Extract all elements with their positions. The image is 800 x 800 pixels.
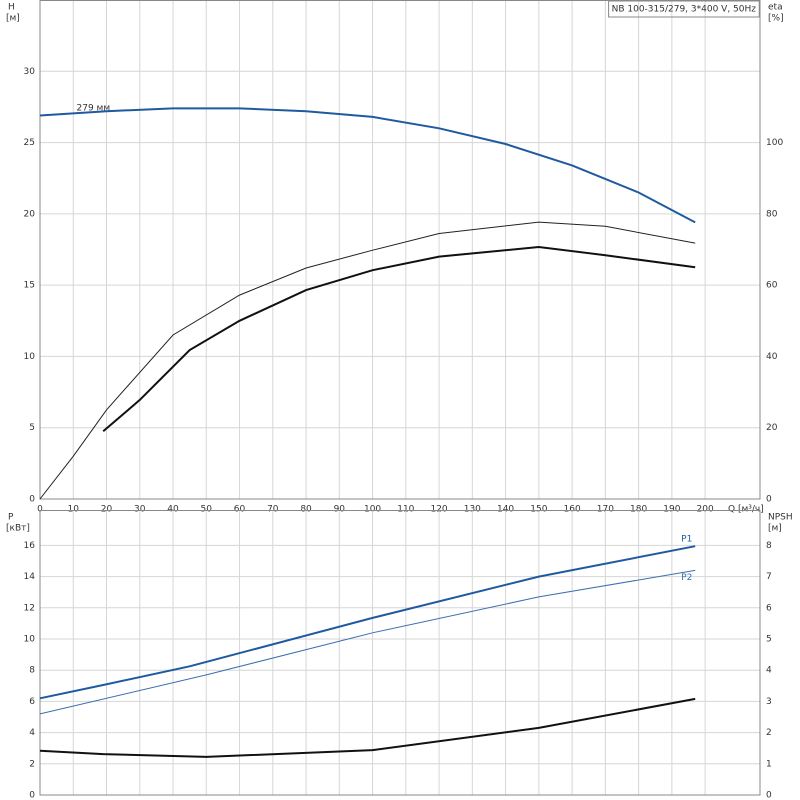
y-tick-label: 0: [29, 791, 35, 800]
x-tick-label: 160: [564, 505, 581, 515]
curve: [39, 107, 696, 224]
y-tick-label: 25: [24, 138, 35, 148]
x-tick-label: 200: [697, 505, 714, 515]
x-tick-label: 70: [267, 505, 279, 515]
y2-axis-label: eta: [768, 3, 783, 13]
series-label: P2: [681, 573, 692, 583]
x-tick-label: 60: [234, 505, 246, 515]
y-tick-label: 10: [24, 635, 36, 645]
x-tick-label: 30: [134, 505, 146, 515]
y2-tick-label: 40: [766, 352, 778, 362]
y2-tick-label: 5: [766, 635, 772, 645]
x-tick-label: 80: [300, 505, 312, 515]
y-axis-unit: [м]: [6, 14, 20, 24]
chart-title: NB 100-315/279, 3*400 V, 50Hz: [612, 5, 757, 15]
title-box: [608, 0, 760, 18]
x-tick-label: 110: [397, 505, 414, 515]
y2-tick-label: 100: [766, 138, 783, 148]
x-tick-label: 20: [101, 505, 113, 515]
y2-tick-label: 80: [766, 209, 778, 219]
x-tick-label: 90: [334, 505, 346, 515]
y2-tick-label: 20: [766, 423, 778, 433]
x-tick-label: 0: [37, 505, 43, 515]
y2-axis-unit: [м]: [768, 524, 782, 534]
y2-tick-label: 0: [766, 791, 772, 800]
x-axis-label: Q [м³/ч]: [728, 505, 764, 515]
curve: [39, 569, 696, 715]
y-tick-label: 15: [24, 281, 35, 291]
curve: [102, 245, 696, 433]
x-tick-label: 150: [530, 505, 547, 515]
y2-tick-label: 3: [766, 697, 772, 707]
y2-tick-label: 7: [766, 572, 772, 582]
y2-axis-unit: [%]: [768, 14, 784, 24]
y-tick-label: 16: [24, 541, 36, 551]
y-tick-label: 14: [24, 572, 36, 582]
plot-frame: [39, 0, 761, 500]
x-tick-label: 40: [167, 505, 179, 515]
y-tick-label: 30: [24, 67, 36, 77]
y2-tick-label: 0: [766, 495, 772, 505]
curve: [39, 221, 696, 500]
y2-tick-label: 60: [766, 281, 778, 291]
y-tick-label: 4: [29, 728, 35, 738]
y-tick-label: 5: [29, 423, 35, 433]
y-tick-label: 10: [24, 352, 36, 362]
y-tick-label: 6: [29, 697, 35, 707]
y2-tick-label: 2: [766, 728, 772, 738]
y2-tick-label: 6: [766, 603, 772, 613]
y-axis-label: P: [8, 513, 14, 523]
annotation: 279 мм: [77, 104, 111, 114]
y-tick-label: 0: [29, 495, 35, 505]
x-tick-label: 10: [68, 505, 80, 515]
x-tick-label: 50: [201, 505, 213, 515]
y-tick-label: 12: [24, 603, 35, 613]
y-tick-label: 2: [29, 759, 35, 769]
series-label: P1: [681, 535, 692, 545]
x-tick-label: 190: [663, 505, 680, 515]
y-axis-label: H: [8, 3, 15, 13]
plot-frame: [39, 510, 761, 796]
y-axis-unit: [кВт]: [6, 524, 30, 534]
y2-axis-label: NPSH: [768, 513, 793, 523]
x-tick-label: 170: [597, 505, 614, 515]
y2-tick-label: 4: [766, 666, 772, 676]
y2-tick-label: 8: [766, 541, 772, 551]
x-tick-label: 120: [430, 505, 447, 515]
x-tick-label: 130: [464, 505, 481, 515]
y2-tick-label: 1: [766, 759, 772, 769]
curve: [39, 545, 696, 700]
x-tick-label: 140: [497, 505, 514, 515]
y-tick-label: 20: [24, 209, 36, 219]
x-tick-label: 100: [364, 505, 381, 515]
x-tick-label: 180: [630, 505, 647, 515]
y-tick-label: 8: [29, 666, 35, 676]
curve: [39, 697, 696, 758]
